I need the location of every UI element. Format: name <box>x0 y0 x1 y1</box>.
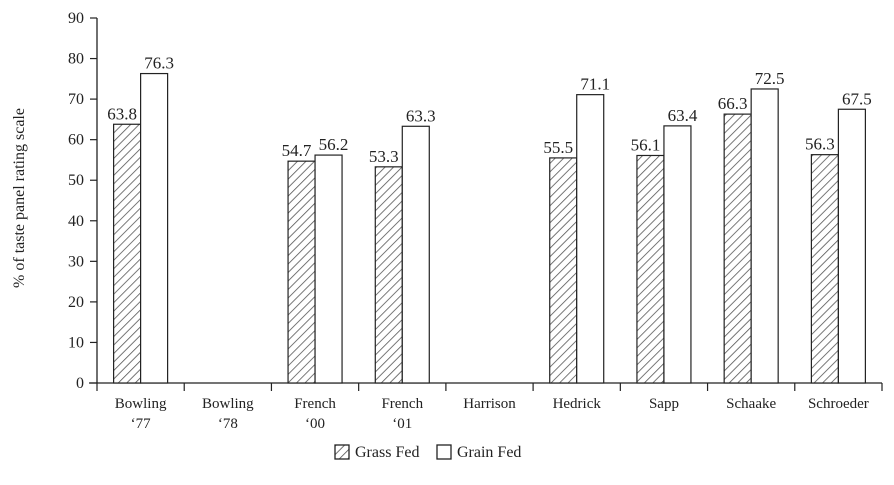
data-label: 56.3 <box>805 135 835 154</box>
legend-label: Grass Fed <box>355 444 419 461</box>
data-label: 63.3 <box>406 106 436 125</box>
data-label: 56.1 <box>631 135 661 154</box>
legend-label: Grain Fed <box>457 444 521 461</box>
bar-grain-fed <box>663 125 692 384</box>
bar-grain-fed <box>750 88 779 384</box>
x-category-label: Bowling <box>115 396 167 412</box>
bar-grass-fed <box>636 154 665 384</box>
x-category-label: ‘77 <box>131 416 151 432</box>
x-category-label: Schroeder <box>808 396 869 412</box>
bar-grass-fed <box>723 113 752 384</box>
bar-grain-fed <box>140 72 169 384</box>
x-category-label: ‘00 <box>305 416 325 432</box>
y-tick-label: 90 <box>68 10 84 27</box>
data-label: 63.4 <box>668 106 698 125</box>
bar-grain-fed <box>576 94 605 384</box>
bar-grass-fed <box>810 154 839 384</box>
data-label: 56.2 <box>319 135 349 154</box>
x-category-label: ‘78 <box>218 416 238 432</box>
bar-grass-fed <box>374 166 403 384</box>
data-label: 54.7 <box>282 141 312 160</box>
legend-swatch-grain-fed <box>436 444 452 460</box>
data-label: 72.5 <box>755 69 785 88</box>
x-category-label: Bowling <box>202 396 254 412</box>
bar-grass-fed <box>549 157 578 384</box>
y-tick-label: 0 <box>76 375 84 392</box>
y-tick-label: 40 <box>68 213 84 230</box>
legend: Grass Fed Grain Fed <box>334 444 521 461</box>
data-label: 76.3 <box>144 54 174 73</box>
data-label: 55.5 <box>543 138 573 157</box>
x-category-label: Hedrick <box>553 396 602 412</box>
bar-grass-fed <box>287 160 316 384</box>
data-label: 66.3 <box>718 94 748 113</box>
y-tick-label: 70 <box>68 91 84 108</box>
plot-area: 0 10 20 30 40 50 60 70 80 90 Bowling ‘77 Bowling ‘78 F… <box>68 10 883 432</box>
y-tick-label: 50 <box>68 172 84 189</box>
x-category-label: Sapp <box>649 396 679 412</box>
bar-grass-fed <box>113 123 142 384</box>
y-tick-label: 20 <box>68 294 84 311</box>
y-tick-label: 60 <box>68 132 84 149</box>
data-label: 63.8 <box>107 104 137 123</box>
bar-grain-fed <box>314 154 343 384</box>
bar-grain-fed <box>837 108 866 384</box>
y-tick-label: 30 <box>68 253 84 270</box>
y-tick-label: 10 <box>68 334 84 351</box>
y-axis-title: % of taste panel rating scale <box>11 108 28 288</box>
data-label: 67.5 <box>842 89 872 108</box>
data-label: 53.3 <box>369 147 399 166</box>
x-category-label: French <box>294 396 336 412</box>
x-category-label: ‘01 <box>392 416 412 432</box>
x-category-label: French <box>381 396 423 412</box>
x-category-label: Harrison <box>463 396 516 412</box>
bar-grain-fed <box>401 125 430 384</box>
legend-swatch-grass-fed <box>334 444 350 460</box>
y-tick-label: 80 <box>68 51 84 68</box>
x-category-label: Schaake <box>726 396 776 412</box>
data-label: 71.1 <box>580 75 610 94</box>
